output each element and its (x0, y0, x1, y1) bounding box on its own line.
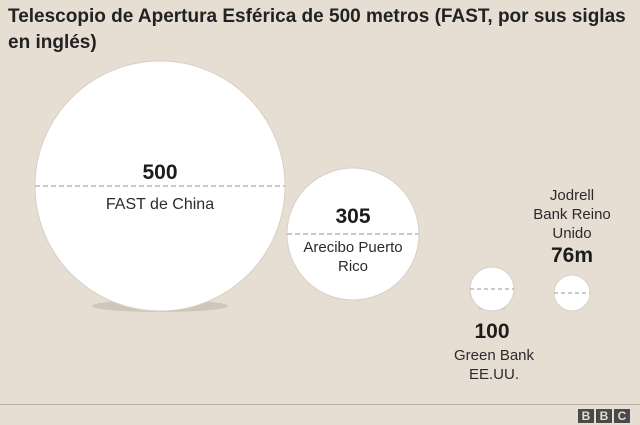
bbc-logo: B B C (578, 409, 630, 423)
fast-name: FAST de China (105, 196, 215, 213)
greenbank-name-line1: Green Bank (453, 347, 535, 364)
jodrell-value: 76m (550, 244, 594, 267)
greenbank-name-line2: EE.UU. (468, 366, 520, 383)
arecibo-name-line1: Arecibo Puerto (303, 239, 403, 256)
greenbank-name: Green Bank EE.UU. (454, 346, 534, 384)
fast-value: 500 (142, 161, 178, 184)
bbc-logo-letter-2: B (596, 409, 612, 423)
jodrell-name: Jodrell Bank Reino Unido (533, 186, 611, 243)
bbc-logo-letter-3: C (614, 409, 630, 423)
page-title: Telescopio de Apertura Esférica de 500 m… (8, 6, 626, 53)
bbc-logo-letter-1: B (578, 409, 594, 423)
jodrell-name-line1: Jodrell (549, 187, 595, 204)
greenbank-value: 100 (474, 320, 510, 343)
jodrell-name-line2: Bank Reino (533, 206, 611, 223)
arecibo-value: 305 (335, 205, 371, 228)
arecibo-name: Arecibo Puerto Rico (303, 238, 402, 276)
jodrell-name-line3: Unido (552, 225, 592, 242)
arecibo-name-line2: Rico (337, 258, 369, 275)
footer-divider (0, 404, 640, 405)
